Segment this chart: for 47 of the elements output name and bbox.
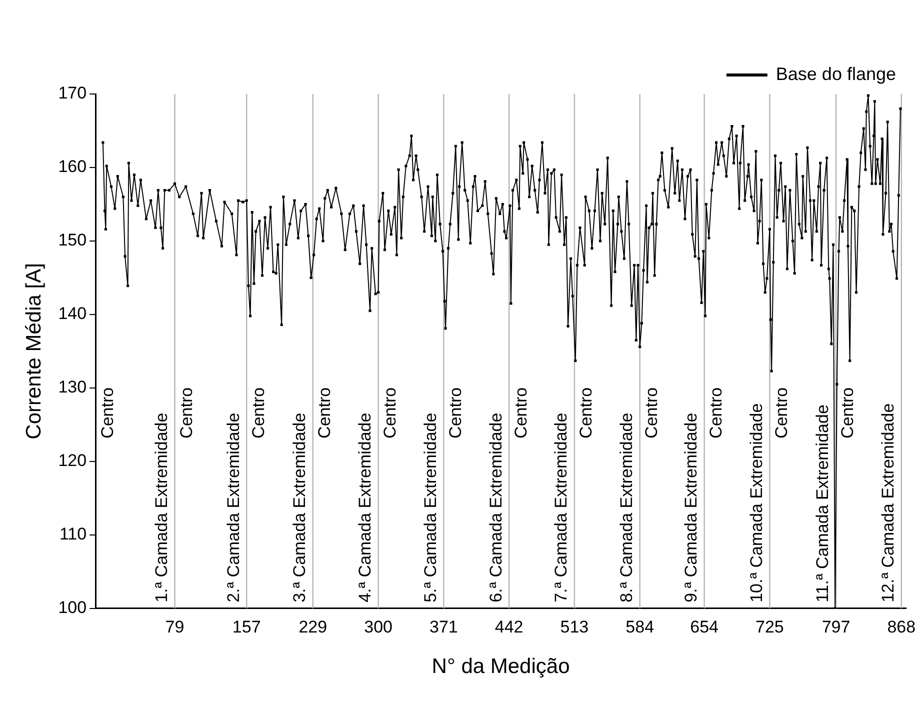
x-tick-label: 157 xyxy=(232,617,261,636)
x-tick-label: 300 xyxy=(364,617,392,636)
x-tick-label: 584 xyxy=(626,617,654,636)
annotation: Centro xyxy=(838,387,858,438)
annotation: Centro xyxy=(511,387,530,438)
x-tick-label: 371 xyxy=(429,617,458,636)
x-tick-label: 654 xyxy=(690,617,718,636)
ref-line-label: 5.ª Camada Extremidade xyxy=(420,412,440,602)
y-tick-label: 110 xyxy=(59,524,87,544)
x-tick-label: 79 xyxy=(165,617,184,636)
ref-line-label: 11.ª Camada Extremidade xyxy=(813,404,832,602)
annotation: Centro xyxy=(98,387,117,438)
x-tick-label: 442 xyxy=(494,617,524,636)
annotation: Centro xyxy=(176,387,196,438)
x-tick-label: 797 xyxy=(822,617,850,636)
x-tick-label: 725 xyxy=(756,617,784,636)
y-tick-label: 170 xyxy=(58,84,87,103)
annotation: Centro xyxy=(446,387,465,438)
y-tick-label: 160 xyxy=(58,157,87,176)
annotation: Centro xyxy=(380,387,400,438)
ref-line-label: 1.ª Camada Extremidade xyxy=(152,412,171,602)
y-tick-label: 130 xyxy=(58,378,87,397)
y-axis-title: Corrente Média [A] xyxy=(22,263,46,440)
annotation: Centro xyxy=(576,387,596,438)
x-axis-title: N° da Medição xyxy=(432,655,570,678)
ref-line-label: 6.ª Camada Extremidade xyxy=(486,412,506,602)
annotation: Centro xyxy=(248,387,268,438)
x-tick-label: 513 xyxy=(560,617,589,636)
ref-line-label: 2.ª Camada Extremidade xyxy=(224,412,243,602)
annotation: Centro xyxy=(315,387,334,438)
annotation: Centro xyxy=(772,387,791,438)
ref-line-label: 10.ª Camada Extremidade xyxy=(746,403,766,602)
x-tick-label: 229 xyxy=(298,617,328,636)
y-tick-label: 140 xyxy=(58,304,87,324)
ref-line-label: 8.ª Camada Extremidade xyxy=(617,412,636,602)
ref-line-label: 3.ª Camada Extremidade xyxy=(290,412,310,602)
ref-line-label: 7.ª Camada Extremidade xyxy=(552,412,571,602)
ref-line-label: 12.ª Camada Extremidade xyxy=(878,403,898,602)
annotation: Centro xyxy=(706,387,726,438)
legend-label: Base do flange xyxy=(776,64,896,84)
x-tick-label: 868 xyxy=(887,617,916,636)
ref-line-label: 9.ª Camada Extremidade xyxy=(682,412,700,602)
y-tick-label: 150 xyxy=(58,230,87,250)
annotation: Centro xyxy=(642,387,662,438)
y-tick-label: 120 xyxy=(58,451,87,470)
y-tick-label: 100 xyxy=(58,598,87,618)
ref-line-label: 4.ª Camada Extremidade xyxy=(355,412,374,602)
